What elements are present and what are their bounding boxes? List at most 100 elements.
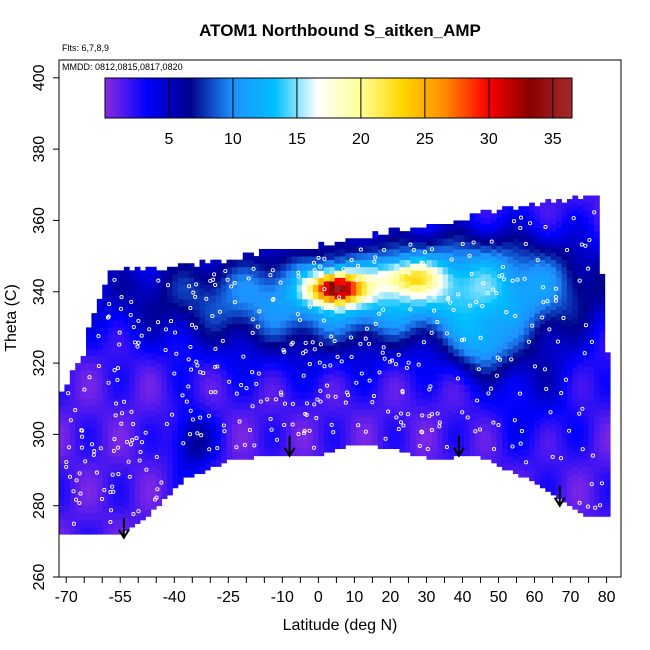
field-cell	[496, 316, 503, 325]
field-cell	[140, 277, 146, 286]
field-cell	[399, 366, 406, 375]
sample-point	[401, 423, 406, 428]
field-cell	[507, 377, 514, 385]
field-cell	[215, 330, 222, 339]
field-cell	[107, 491, 114, 499]
field-cell	[302, 384, 308, 392]
field-cell	[415, 377, 422, 385]
field-cell	[448, 338, 454, 346]
field-cell	[242, 259, 249, 268]
field-cell	[145, 430, 152, 439]
field-cell	[437, 316, 444, 325]
field-cell	[442, 380, 449, 389]
field-cell	[577, 277, 584, 286]
sample-point	[113, 413, 118, 418]
field-cell	[556, 455, 562, 464]
field-cell	[464, 448, 471, 457]
field-cell	[583, 480, 589, 489]
field-cell	[566, 484, 573, 492]
field-cell	[102, 519, 109, 528]
field-cell	[572, 209, 579, 218]
field-cell	[302, 306, 308, 314]
field-cell	[583, 273, 589, 282]
field-cell	[588, 281, 595, 289]
field-cell	[529, 352, 535, 360]
field-cell	[372, 295, 379, 303]
field-cell	[464, 334, 471, 343]
field-cell	[577, 484, 584, 492]
field-cell	[161, 455, 168, 464]
field-cell	[583, 366, 589, 375]
sample-point	[68, 418, 73, 423]
sample-point	[497, 357, 502, 362]
field-cell	[113, 327, 119, 335]
sample-point	[476, 367, 481, 372]
field-cell	[167, 295, 173, 303]
field-cell	[415, 384, 422, 392]
field-cell	[361, 416, 368, 425]
field-cell	[258, 370, 265, 378]
field-cell	[512, 231, 519, 239]
field-cell	[350, 323, 357, 332]
field-cell	[588, 266, 595, 275]
sample-point	[579, 242, 584, 247]
sample-point	[114, 401, 119, 406]
field-cell	[588, 295, 595, 303]
field-cell	[491, 298, 498, 307]
field-cell	[86, 405, 92, 414]
sample-point	[227, 379, 232, 384]
field-cell	[258, 298, 265, 307]
field-cell	[431, 402, 438, 410]
field-cell	[199, 437, 206, 446]
sample-point	[544, 386, 549, 391]
field-cell	[188, 370, 195, 378]
field-cell	[502, 427, 508, 435]
field-cell	[572, 352, 579, 360]
field-cell	[210, 359, 217, 368]
field-cell	[507, 291, 514, 300]
field-cell	[588, 309, 595, 318]
field-cell	[194, 445, 200, 453]
field-cell	[75, 491, 82, 499]
field-cell	[167, 402, 173, 410]
field-cell	[485, 352, 492, 360]
sample-point	[550, 454, 555, 459]
field-cell	[599, 380, 606, 389]
field-cell	[399, 245, 406, 253]
field-cell	[307, 256, 314, 264]
field-cell	[415, 412, 422, 421]
sample-point	[77, 471, 82, 476]
field-cell	[194, 273, 200, 282]
field-cell	[367, 309, 373, 318]
field-cell	[242, 323, 249, 332]
field-cell	[285, 384, 292, 392]
field-cell	[177, 313, 184, 321]
sample-point	[523, 241, 528, 246]
field-cell	[566, 320, 573, 328]
field-cell	[318, 398, 325, 407]
field-cell	[383, 241, 390, 250]
field-cell	[145, 330, 152, 339]
field-cell	[102, 320, 109, 328]
field-cell	[502, 341, 508, 350]
field-cell	[539, 402, 546, 410]
field-cell	[458, 306, 465, 314]
field-cell	[577, 384, 584, 392]
sample-point	[270, 297, 275, 302]
field-cell	[367, 409, 373, 417]
field-cell	[404, 395, 411, 403]
field-cell	[394, 334, 400, 343]
field-cell	[593, 202, 600, 211]
field-cell	[340, 277, 346, 286]
field-cell	[372, 409, 379, 417]
field-cell	[80, 391, 87, 400]
field-cell	[583, 195, 589, 204]
field-cell	[550, 366, 557, 375]
sample-point	[64, 459, 69, 465]
field-cell	[599, 388, 606, 396]
field-cell	[96, 327, 103, 335]
field-cell	[480, 231, 487, 239]
field-cell	[523, 256, 530, 264]
field-cell	[345, 338, 352, 346]
field-cell	[377, 284, 384, 293]
